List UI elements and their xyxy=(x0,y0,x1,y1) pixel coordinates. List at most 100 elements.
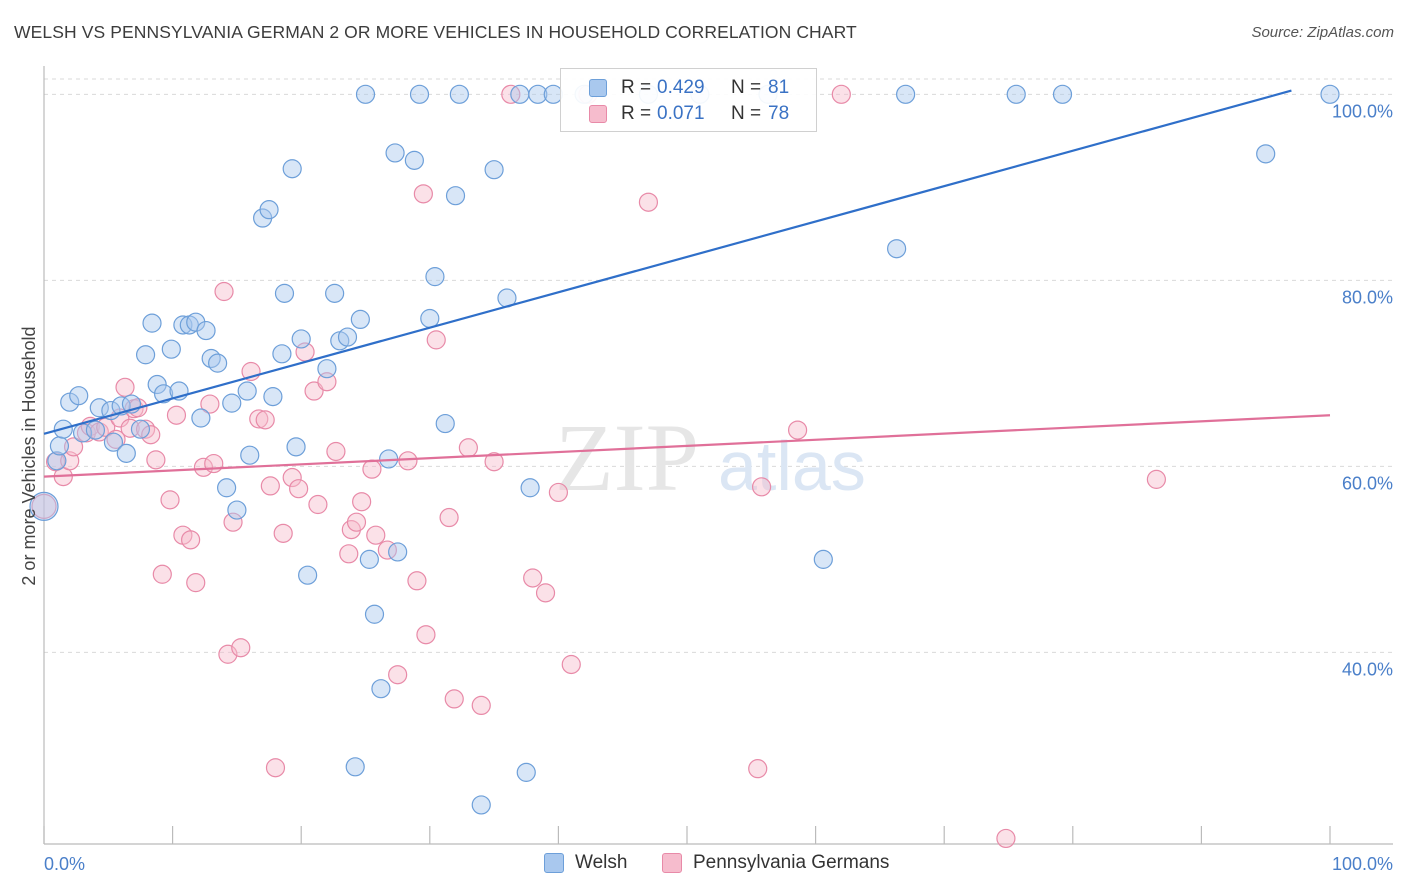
welsh-point xyxy=(887,239,907,259)
pa-point xyxy=(63,437,84,457)
pa-swatch xyxy=(589,105,607,123)
welsh-point xyxy=(147,374,167,395)
pa-point xyxy=(231,638,251,658)
welsh-point xyxy=(520,478,540,498)
pa-point xyxy=(339,544,359,564)
pa-point xyxy=(1146,469,1166,489)
welsh-point xyxy=(227,500,247,520)
pa-trend-line xyxy=(43,414,1331,478)
welsh-point xyxy=(445,186,466,206)
pa-point xyxy=(407,571,427,591)
pa-point xyxy=(416,625,436,645)
welsh-n-value: 81 xyxy=(768,77,790,98)
welsh-point xyxy=(528,84,548,104)
welsh-point xyxy=(217,478,237,498)
pa-point xyxy=(223,512,243,532)
welsh-point xyxy=(291,329,311,349)
pa-point xyxy=(439,507,459,528)
welsh-point xyxy=(813,549,833,569)
pa-point xyxy=(141,425,161,445)
pa-point xyxy=(146,450,166,470)
welsh-point xyxy=(191,408,211,428)
welsh-point xyxy=(272,344,292,364)
pa-point xyxy=(548,482,569,503)
pa-point xyxy=(214,281,234,302)
pa-point xyxy=(106,429,126,449)
welsh-point xyxy=(1052,84,1073,104)
welsh-point xyxy=(364,604,385,624)
welsh-point xyxy=(1320,84,1340,104)
welsh-point xyxy=(337,327,358,347)
y-tick-label: 80.0% xyxy=(1342,287,1393,307)
pa-point xyxy=(388,665,408,685)
pa-point xyxy=(748,759,768,779)
pa-point xyxy=(362,459,382,479)
welsh-point xyxy=(161,339,181,359)
pa-point xyxy=(787,420,808,440)
pa-point xyxy=(366,525,386,545)
welsh-point xyxy=(1256,144,1276,164)
welsh-point xyxy=(85,420,106,440)
welsh-point xyxy=(425,267,445,287)
y-tick-labels: 40.0% 60.0% 80.0% 100.0% xyxy=(1332,101,1393,679)
pa-point xyxy=(346,512,367,532)
pa-point xyxy=(193,457,214,477)
welsh-point xyxy=(510,84,530,104)
welsh-point xyxy=(274,283,295,303)
pa-point xyxy=(751,477,772,497)
welsh-point xyxy=(1006,84,1026,104)
welsh-point xyxy=(359,549,379,569)
pa-point xyxy=(638,192,659,212)
pa-point xyxy=(260,476,280,496)
welsh-point xyxy=(896,84,916,104)
pa-point xyxy=(186,573,206,593)
welsh-point xyxy=(153,384,174,404)
watermark-zip: ZIP xyxy=(555,404,699,511)
y-tick-label: 40.0% xyxy=(1342,659,1393,679)
welsh-point xyxy=(259,200,279,220)
pa-point xyxy=(31,493,57,519)
y-tick-label: 100.0% xyxy=(1332,101,1393,121)
welsh-point xyxy=(420,308,440,329)
chart-title: WELSH VS PENNSYLVANIA GERMAN 2 OR MORE V… xyxy=(14,22,857,42)
x-tick-label-max: 100.0% xyxy=(1332,854,1393,874)
pa-point xyxy=(200,394,220,414)
pa-point xyxy=(160,490,180,510)
welsh-point xyxy=(135,345,156,365)
welsh-point xyxy=(298,565,318,585)
pa-point xyxy=(561,654,581,675)
welsh-point xyxy=(89,398,109,418)
watermark: ZIP atlas xyxy=(555,404,866,511)
chart-source: Source: ZipAtlas.com xyxy=(1251,24,1394,41)
pa-point xyxy=(304,381,324,401)
pa-point xyxy=(135,419,156,439)
y-tick-label: 60.0% xyxy=(1342,473,1393,493)
x-tick-label-min: 0.0% xyxy=(44,854,85,874)
legend-row-pa: R = 0.071 N = 78 xyxy=(561,101,816,127)
welsh-swatch xyxy=(589,79,607,97)
pa-point xyxy=(413,184,433,204)
pa-legend-label: Pennsylvania Germans xyxy=(693,852,890,873)
welsh-point xyxy=(196,320,216,341)
pa-point xyxy=(444,689,464,709)
welsh-point xyxy=(103,432,124,452)
pa-point xyxy=(831,84,851,104)
welsh-point xyxy=(435,413,455,434)
welsh-point xyxy=(130,419,151,439)
welsh-r-value: 0.429 xyxy=(657,77,705,98)
welsh-point xyxy=(47,451,67,471)
welsh-point xyxy=(484,160,504,180)
pa-point xyxy=(273,523,293,543)
pa-point xyxy=(265,758,286,778)
welsh-point xyxy=(208,353,228,373)
welsh-point xyxy=(282,159,302,179)
welsh-point xyxy=(371,679,391,699)
welsh-series xyxy=(29,84,1340,815)
welsh-point xyxy=(409,84,430,104)
pa-point xyxy=(426,330,446,350)
welsh-point xyxy=(116,443,136,463)
pa-point xyxy=(289,479,309,499)
pa-point xyxy=(115,377,135,397)
pa-point xyxy=(458,438,478,458)
